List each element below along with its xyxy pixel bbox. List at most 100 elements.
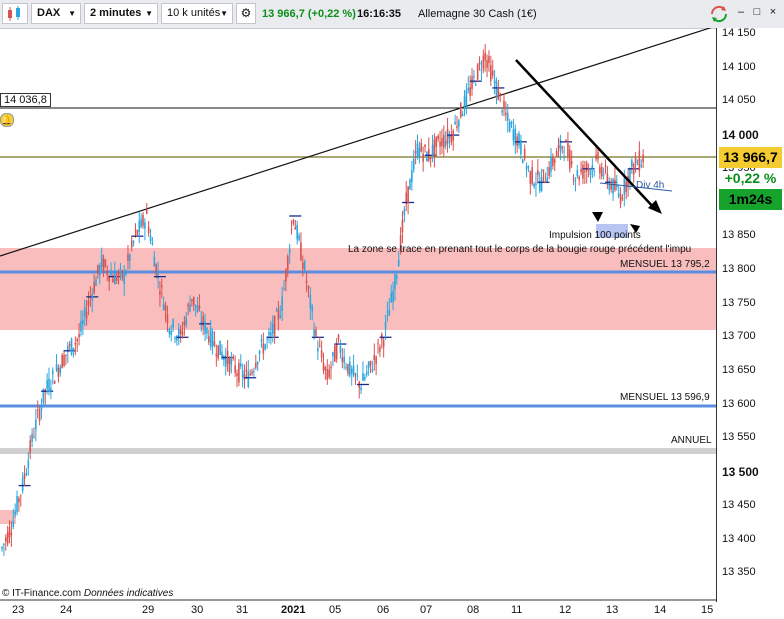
candle-body (309, 294, 312, 309)
candle-body (591, 164, 594, 169)
candle-body (14, 511, 16, 515)
candle-body (606, 173, 609, 183)
chevron-down-icon: ▼ (68, 9, 76, 18)
candle-body (471, 76, 473, 90)
candle-body (412, 158, 415, 170)
candle-body (196, 306, 199, 312)
candle-body (302, 262, 304, 269)
candle-body (456, 126, 458, 129)
candle-body (623, 178, 626, 195)
div-arrow-2 (630, 224, 640, 233)
candle-body (422, 153, 424, 162)
candle-body (217, 345, 220, 359)
candle-body (20, 495, 22, 497)
candle-body (364, 376, 366, 380)
candle-body (97, 265, 99, 275)
countdown-label: 1m24s (719, 189, 782, 210)
candle-body (595, 154, 597, 160)
candle-body (283, 288, 285, 290)
candle-body (459, 103, 462, 117)
candle-body (343, 356, 345, 363)
y-tick-label: 13 600 (722, 397, 756, 410)
candle-body (144, 222, 146, 229)
candle-body (296, 224, 298, 240)
candle-body (53, 381, 56, 384)
candle-body (397, 259, 400, 267)
hline-value-box: 14 036,8 (0, 93, 51, 107)
candle-body (72, 348, 75, 351)
candle-body (497, 88, 500, 101)
candle-body (151, 243, 154, 245)
candle-body (407, 186, 409, 203)
candle-body (373, 354, 376, 360)
symbol-selector[interactable]: DAX ▼ (31, 3, 81, 24)
candle-body (215, 353, 218, 357)
annual-line (0, 448, 716, 454)
units-selector[interactable]: 10 k unités ▼ (161, 3, 233, 24)
mensuel-low-label: MENSUEL 13 596,9 (620, 392, 710, 403)
candle-body (640, 165, 643, 167)
candle-body (420, 142, 423, 152)
candle-body (168, 328, 171, 334)
x-tick-label: 06 (377, 604, 390, 616)
candle-body (448, 135, 451, 139)
candle-body (95, 279, 97, 287)
candle-body (505, 112, 507, 115)
candle-body (249, 373, 251, 375)
candle-body (503, 100, 505, 108)
candle-body (142, 214, 144, 226)
candle-body (236, 373, 238, 377)
credit-label: © IT-Finance.com (2, 588, 82, 599)
candle-body (194, 304, 197, 307)
change-label: +0,22 % (724, 170, 777, 186)
minimize-button[interactable]: – (737, 6, 745, 18)
price-chart[interactable] (0, 28, 716, 602)
div-arrow-1 (592, 212, 603, 222)
candle-body (300, 242, 302, 261)
candle-body (330, 366, 332, 369)
candle-body (76, 338, 79, 342)
close-button[interactable]: × (769, 6, 777, 18)
candle-body (495, 81, 498, 97)
candle-body (239, 363, 242, 367)
candle-body (580, 168, 582, 173)
candle-body (134, 229, 137, 232)
candle-body (67, 345, 69, 352)
candle-body (638, 151, 641, 171)
candle-body (55, 364, 58, 371)
annuel-label: ANNUEL (671, 435, 712, 446)
price-axis[interactable] (716, 28, 784, 602)
settings-button[interactable]: ⚙ (236, 3, 256, 24)
candle-body (208, 336, 210, 343)
candle-body (192, 296, 195, 305)
candle-body (550, 156, 552, 172)
x-tick-label: 30 (191, 604, 204, 616)
candle-body (294, 227, 297, 230)
alert-bell-icon[interactable]: 🔔 (0, 113, 14, 127)
candle-body (322, 362, 325, 371)
candle-body (40, 406, 43, 411)
candle-body (333, 345, 336, 362)
candle-body (303, 261, 306, 272)
x-tick-label: 24 (60, 604, 73, 616)
timeframe-selector[interactable]: 2 minutes ▼ (84, 3, 158, 24)
candle-body (230, 359, 233, 365)
y-tick-label: 13 400 (722, 532, 756, 545)
candle-body (136, 230, 139, 236)
candle-body (469, 87, 471, 96)
candle-body (112, 278, 114, 283)
candle-body (114, 272, 116, 285)
candle-body (625, 181, 627, 192)
refresh-icon[interactable] (708, 4, 730, 24)
candle-body (621, 198, 624, 200)
candle-body (585, 162, 588, 172)
candle-body (478, 62, 481, 65)
candle-body (514, 128, 517, 145)
candle-body (332, 352, 334, 357)
candle-body (311, 306, 314, 312)
candle-body (110, 273, 112, 276)
maximize-button[interactable]: □ (753, 6, 761, 18)
chart-type-icon[interactable] (2, 3, 28, 24)
x-tick-label: 14 (654, 604, 667, 616)
candle-body (454, 121, 456, 125)
